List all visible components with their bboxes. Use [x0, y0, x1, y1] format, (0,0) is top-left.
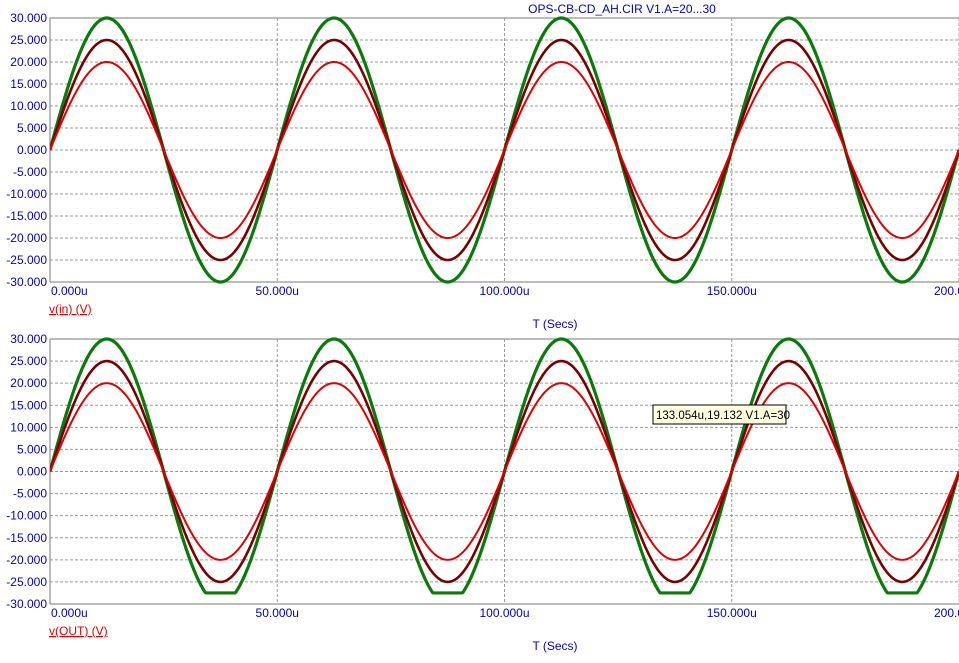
x-tick-label: 200.000u	[934, 606, 959, 620]
y-tick-label: 30.000	[10, 11, 47, 25]
tooltip-box	[652, 404, 787, 425]
chart-title: OPS-CB-CD_AH.CIR V1.A=20...30	[528, 2, 716, 16]
x-tick-label: 150.000u	[707, 284, 757, 298]
y-tick-label: 25.000	[10, 33, 47, 47]
x-tick-label: 100.000u	[479, 606, 529, 620]
trace-v1-a-20[interactable]	[50, 61, 959, 239]
y-tick-label: 20.000	[10, 376, 47, 390]
y-tick-label: -25.000	[6, 575, 47, 589]
x-axis-label: T (Secs)	[532, 639, 577, 653]
x-tick-label: 0.000u	[51, 284, 88, 298]
y-tick-label: -15.000	[6, 531, 47, 545]
tooltip-text: 133.054u,19.132 V1.A=30	[656, 410, 790, 422]
y-tick-label: -10.000	[6, 187, 47, 201]
y-tick-label: -25.000	[6, 253, 47, 267]
trace-label[interactable]: v(OUT) (V)	[49, 624, 108, 638]
y-tick-label: -20.000	[6, 231, 47, 245]
x-tick-label: 50.000u	[256, 606, 299, 620]
y-tick-label: -15.000	[6, 209, 47, 223]
y-tick-label: -20.000	[6, 553, 47, 567]
y-tick-label: 25.000	[10, 354, 47, 368]
trace-label[interactable]: v(in) (V)	[49, 302, 92, 316]
y-tick-label: -30.000	[6, 275, 47, 289]
y-tick-label: 30.000	[10, 332, 47, 346]
x-tick-label: 50.000u	[256, 284, 299, 298]
y-tick-label: -30.000	[6, 597, 47, 611]
plot-panel-1: 30.000 25.000 20.000 15.000 10.000 5.000 0.000…	[6, 11, 959, 331]
y-tick-label: 5.000	[17, 121, 47, 135]
y-tick-label: 15.000	[10, 77, 47, 91]
y-tick-label: 0.000	[17, 465, 47, 479]
x-tick-label: 150.000u	[707, 606, 757, 620]
y-tick-label: 20.000	[10, 55, 47, 69]
y-tick-label: -5.000	[13, 165, 47, 179]
y-tick-label: -5.000	[13, 487, 47, 501]
x-tick-label: 100.000u	[479, 284, 529, 298]
y-tick-label: 15.000	[10, 398, 47, 412]
y-tick-label: 0.000	[17, 143, 47, 157]
plot-panel-2: 30.000 25.000 20.000 15.000 10.000 5.000 0.000…	[6, 332, 959, 653]
y-tick-label: 10.000	[10, 99, 47, 113]
x-tick-label: 0.000u	[51, 606, 88, 620]
y-tick-label: -10.000	[6, 509, 47, 523]
trace-v1-a-20[interactable]	[50, 382, 959, 561]
x-axis-label: T (Secs)	[532, 317, 577, 331]
x-tick-label: 200.000u	[934, 284, 959, 298]
y-tick-label: 10.000	[10, 420, 47, 434]
cursor-readout-tooltip: 133.054u,19.132 V1.A=30	[652, 404, 790, 425]
y-tick-label: 5.000	[17, 442, 47, 456]
